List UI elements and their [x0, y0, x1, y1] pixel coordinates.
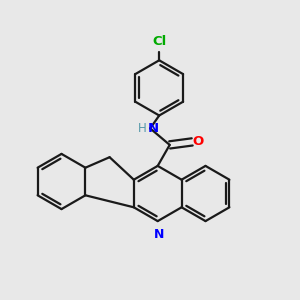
Text: N: N: [154, 228, 164, 241]
Text: H: H: [138, 122, 147, 135]
Text: N: N: [148, 122, 159, 135]
Text: O: O: [192, 135, 203, 148]
Text: Cl: Cl: [152, 35, 166, 48]
